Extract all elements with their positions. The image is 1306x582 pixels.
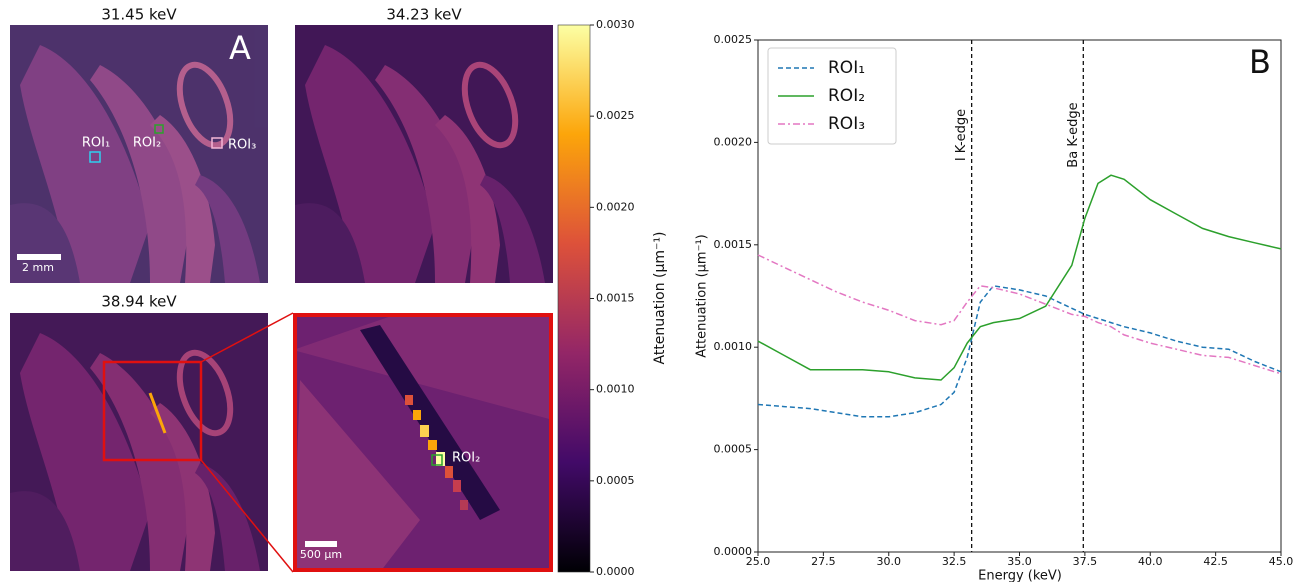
x-tick-label: 37.5 [1073, 555, 1098, 568]
scale-bar [17, 254, 61, 260]
colorbar-tick-label: 0.0010 [596, 383, 635, 396]
x-tick-label: 42.5 [1203, 555, 1228, 568]
y-tick-label: 0.0025 [714, 33, 753, 46]
x-axis-label: Energy (keV) [978, 569, 1062, 582]
colorbar-tick-label: 0.0025 [596, 109, 635, 122]
series-line [757, 284, 1282, 418]
x-tick-label: 30.0 [877, 555, 902, 568]
colorbar-tick-label: 0.0000 [596, 565, 635, 578]
image-3 [10, 313, 268, 571]
y-tick-label: 0.0015 [714, 238, 753, 251]
edge-label: Ba K-edge [1066, 102, 1081, 167]
panel-letter: A [229, 29, 251, 67]
roi-box [89, 151, 101, 163]
y-tick-label: 0.0005 [714, 443, 753, 456]
zoom-box [102, 360, 203, 462]
zoom-line [200, 312, 294, 363]
colorbar-tick-label: 0.0005 [596, 474, 635, 487]
zoom-line [200, 459, 294, 573]
series-line [757, 254, 1282, 375]
series-line [757, 174, 1282, 381]
scale-label: 500 μm [300, 548, 342, 561]
y-tick-label: 0.0020 [714, 135, 753, 148]
x-tick-label: 35.0 [1007, 555, 1032, 568]
x-tick-label: 32.5 [942, 555, 967, 568]
x-tick-label: 40.0 [1138, 555, 1163, 568]
x-tick-label: 25.0 [746, 555, 771, 568]
colorbar-tick-label: 0.0030 [596, 18, 635, 31]
legend-box [767, 47, 897, 145]
y-tick-label: 0.0000 [714, 545, 753, 558]
roi-label: ROI₂ [133, 136, 161, 151]
roi-box [211, 137, 223, 149]
colorbar-tick-label: 0.0020 [596, 200, 635, 213]
colorbar-label: Attenuation (μm⁻¹) [652, 232, 668, 365]
roi-label: ROI₃ [228, 138, 256, 153]
legend-label: ROI₁ [828, 58, 865, 78]
y-tick-label: 0.0010 [714, 340, 753, 353]
scale-label: 2 mm [22, 261, 54, 274]
y-axis-label: Attenuation (μm⁻¹) [695, 234, 710, 358]
image-2 [295, 25, 553, 283]
legend-label: ROI₂ [828, 86, 865, 106]
colorbar-tick-label: 0.0015 [596, 292, 635, 305]
zoom-image [293, 313, 553, 572]
legend-label: ROI₃ [828, 114, 865, 134]
edge-label: I K-edge [954, 109, 969, 161]
scale-bar [305, 541, 337, 547]
colorbar [557, 24, 591, 573]
roi-label: ROI₂ [452, 451, 480, 466]
panel-letter: B [1249, 43, 1271, 81]
roi-box [431, 454, 443, 466]
roi-box [154, 124, 164, 134]
image-title: 38.94 keV [101, 293, 177, 311]
image-title: 34.23 keV [386, 6, 462, 24]
image-title: 31.45 keV [101, 6, 177, 24]
x-tick-label: 27.5 [811, 555, 836, 568]
x-tick-label: 45.0 [1269, 555, 1294, 568]
roi-label: ROI₁ [82, 136, 110, 151]
